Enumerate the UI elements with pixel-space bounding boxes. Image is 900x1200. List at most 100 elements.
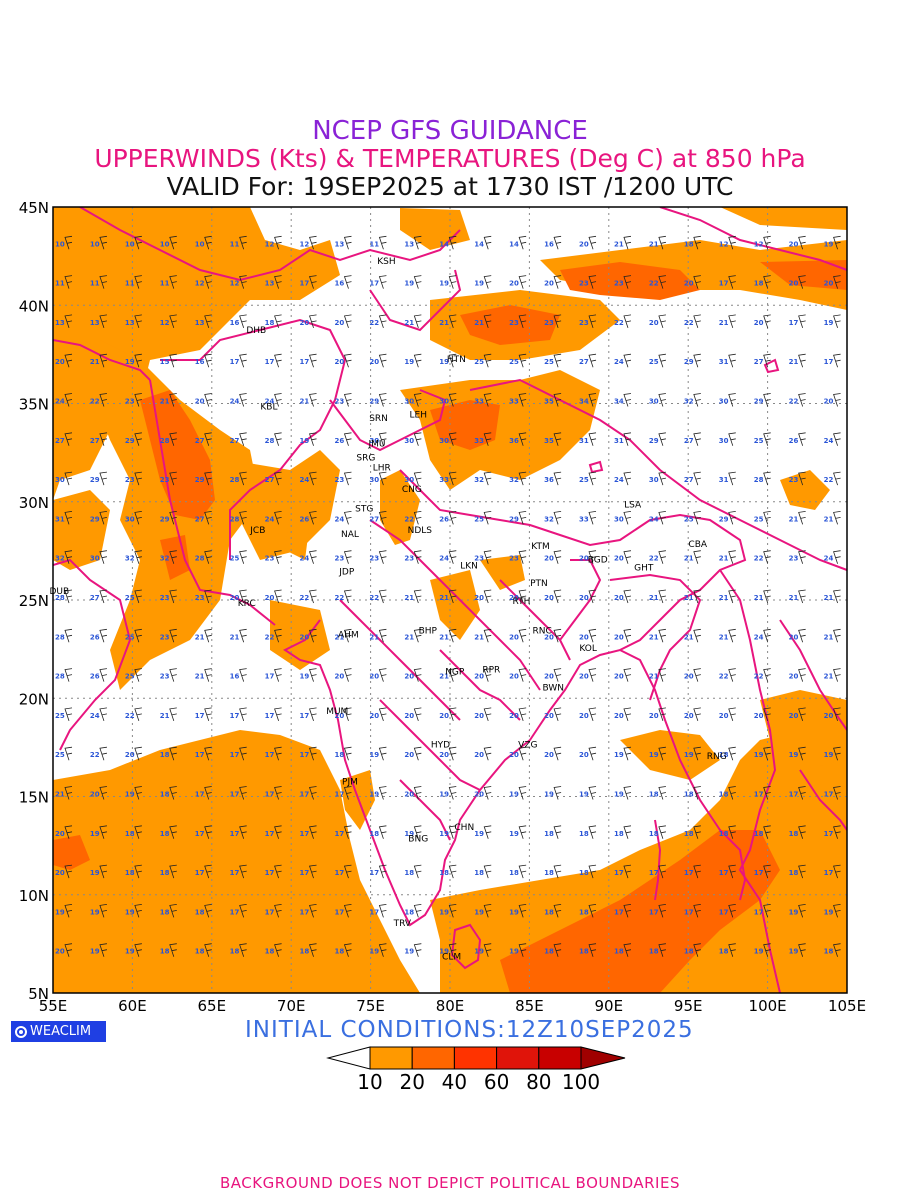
wind-barb xyxy=(134,393,142,407)
lon-tick-label: 95E xyxy=(674,997,703,1015)
legend-swatch xyxy=(453,1046,498,1070)
temperature-value: 20 xyxy=(509,633,519,641)
footer-disclaimer: BACKGROUND DOES NOT DEPICT POLITICAL BOU… xyxy=(220,1174,680,1192)
temperature-value: 17 xyxy=(230,712,240,720)
wind-barb xyxy=(553,943,562,957)
wind-barb xyxy=(378,707,387,722)
temperature-value: 23 xyxy=(789,555,799,563)
wind-barb xyxy=(64,628,73,643)
wind-barb xyxy=(588,550,597,564)
wind-barb xyxy=(309,314,317,329)
wind-barb xyxy=(413,235,422,250)
wind-barb xyxy=(693,471,701,486)
temperature-value: 20 xyxy=(614,673,624,681)
temperature-value: 20 xyxy=(474,594,484,602)
temperature-value: 30 xyxy=(404,437,414,445)
temperature-value: 17 xyxy=(754,908,764,916)
wind-barb xyxy=(169,668,177,682)
temperature-value: 17 xyxy=(789,791,799,799)
wind-barb xyxy=(274,314,282,329)
wind-barb xyxy=(623,825,632,839)
temperature-value: 22 xyxy=(789,398,799,406)
legend-swatch xyxy=(369,1046,413,1070)
temperature-value: 20 xyxy=(789,673,799,681)
wind-barb xyxy=(798,314,806,329)
wind-barb xyxy=(518,746,527,761)
temperature-value: 20 xyxy=(369,712,379,720)
lat-tick-label: 20N xyxy=(19,690,49,708)
temperature-value: 35 xyxy=(544,398,554,406)
temperature-value: 20 xyxy=(824,280,834,288)
temperature-value: 24 xyxy=(334,515,344,523)
temperature-value: 15 xyxy=(160,358,170,366)
temperature-value: 19 xyxy=(90,830,100,838)
wind-barb xyxy=(763,511,771,525)
temperature-value: 19 xyxy=(369,948,379,956)
wind-barb xyxy=(413,314,422,329)
temperature-value: 23 xyxy=(160,476,170,484)
wind-barb xyxy=(134,746,142,761)
wind-barb xyxy=(413,550,422,564)
wind-barb xyxy=(483,393,492,407)
wind-barb xyxy=(169,589,177,604)
wind-barb xyxy=(728,471,736,486)
temperature-value: 20 xyxy=(404,673,414,681)
wind-barb xyxy=(763,825,771,839)
temperature-value: 17 xyxy=(334,908,344,916)
temperature-value: 19 xyxy=(90,908,100,916)
temperature-value: 21 xyxy=(614,240,624,248)
wind-barb xyxy=(99,550,108,564)
wind-barb xyxy=(99,314,108,329)
temperature-value: 18 xyxy=(509,869,519,877)
station-label: CLM xyxy=(442,953,461,963)
lon-tick-label: 85E xyxy=(515,997,544,1015)
temperature-value: 17 xyxy=(684,869,694,877)
temperature-value: 30 xyxy=(719,398,729,406)
wind-barb xyxy=(343,511,352,525)
temperature-value: 17 xyxy=(789,319,799,327)
temperature-value: 17 xyxy=(614,869,624,877)
temperature-value: 20 xyxy=(789,240,799,248)
wind-barb xyxy=(623,314,632,329)
wind-barb xyxy=(239,628,247,643)
temperature-value: 26 xyxy=(439,515,449,523)
wind-barb xyxy=(728,314,736,329)
temperature-value: 24 xyxy=(265,398,275,406)
wind-barb xyxy=(763,550,771,564)
wind-barb xyxy=(798,746,806,761)
station-label: STG xyxy=(355,505,373,515)
wind-barb xyxy=(623,746,632,761)
temperature-value: 25 xyxy=(125,594,135,602)
temperature-value: 21 xyxy=(649,633,659,641)
wind-barb xyxy=(64,825,73,839)
wind-barb xyxy=(413,746,422,761)
temperature-value: 36 xyxy=(509,437,519,445)
temperature-value: 20 xyxy=(230,594,240,602)
wind-barb xyxy=(204,393,212,407)
title-line-1: NCEP GFS GUIDANCE xyxy=(312,116,588,146)
wind-barb xyxy=(763,235,771,250)
temperature-value: 30 xyxy=(719,437,729,445)
wind-barb xyxy=(553,471,562,486)
wind-barb xyxy=(553,550,562,564)
wind-barb xyxy=(798,235,806,250)
temperature-value: 18 xyxy=(160,908,170,916)
wind-barb xyxy=(169,314,177,329)
wind-barb xyxy=(343,314,352,329)
temperature-value: 27 xyxy=(754,358,764,366)
temperature-value: 22 xyxy=(824,476,834,484)
temperature-value: 19 xyxy=(509,948,519,956)
wind-barb xyxy=(274,904,282,918)
wind-barb xyxy=(553,314,562,329)
temperature-value: 11 xyxy=(55,280,65,288)
wind-barb xyxy=(798,864,806,879)
station-label: NGP xyxy=(445,668,465,678)
wind-barb xyxy=(274,550,282,564)
temperature-value: 12 xyxy=(300,240,310,248)
lat-lon-grid xyxy=(53,207,847,993)
wind-barb xyxy=(378,235,387,250)
temperature-value: 18 xyxy=(334,751,344,759)
wind-barb xyxy=(763,393,771,407)
wind-barb xyxy=(64,668,73,682)
wind-barb xyxy=(413,589,422,604)
